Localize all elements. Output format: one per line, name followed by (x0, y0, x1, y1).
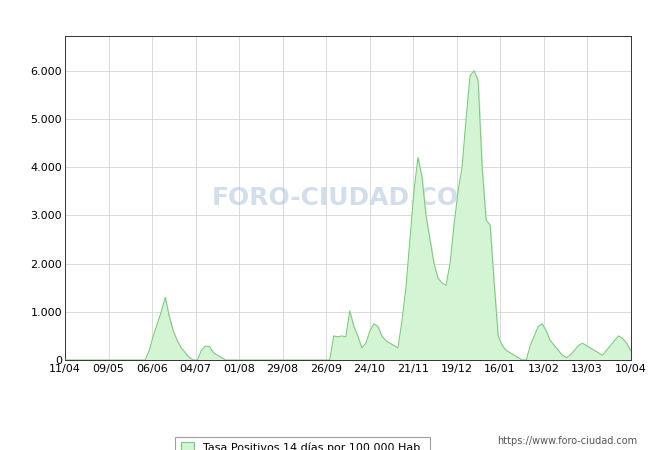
Text: https://www.foro-ciudad.com: https://www.foro-ciudad.com (497, 436, 637, 446)
Legend: Tasa Positivos 14 días por 100.000 Hab.: Tasa Positivos 14 días por 100.000 Hab. (176, 437, 430, 450)
Text: Municipio de Sanaüja - COVID-19: Municipio de Sanaüja - COVID-19 (199, 12, 451, 27)
Text: FORO-CIUDAD.COM: FORO-CIUDAD.COM (212, 186, 484, 210)
